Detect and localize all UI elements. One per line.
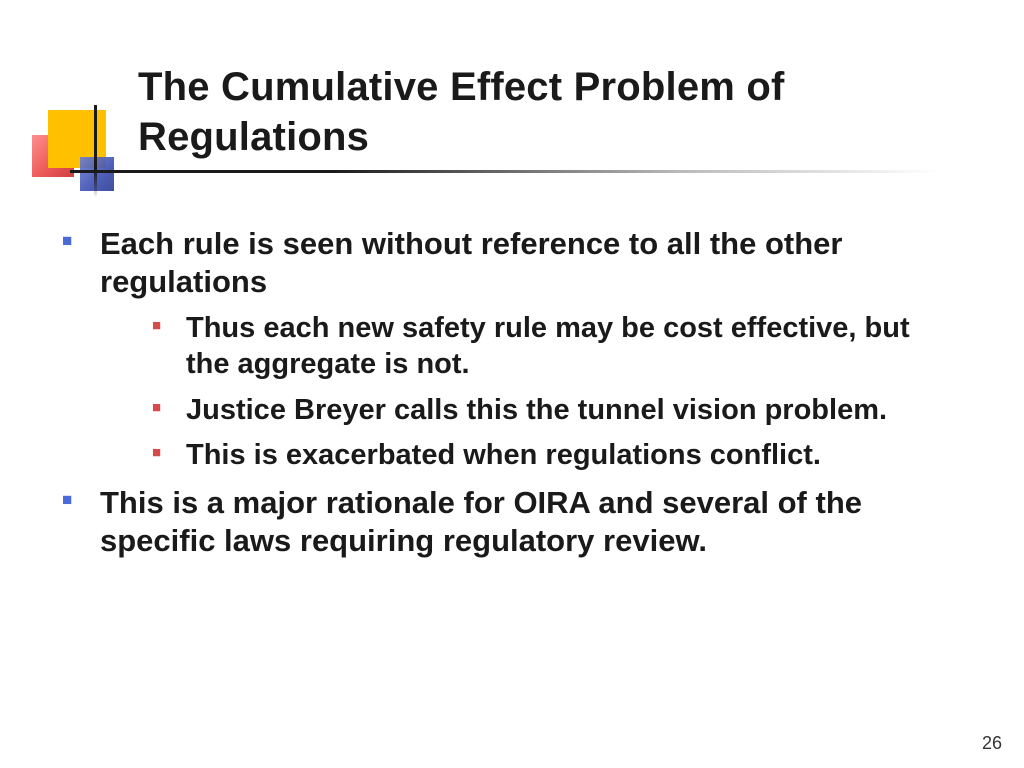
title-decoration: [0, 105, 120, 195]
bullet-text: Thus each new safety rule may be cost ef…: [186, 312, 910, 380]
deco-cross-vertical: [94, 105, 97, 197]
bullet-text: This is a major rationale for OIRA and s…: [100, 485, 862, 558]
bullet-text: This is exacerbated when regulations con…: [186, 439, 821, 471]
deco-square-red: [32, 135, 74, 177]
bullet-l2: Thus each new safety rule may be cost ef…: [152, 311, 952, 383]
slide-body: Each rule is seen without reference to a…: [62, 225, 952, 568]
title-underline: [70, 170, 940, 173]
deco-square-yellow: [48, 110, 106, 168]
bullet-l1: This is a major rationale for OIRA and s…: [62, 484, 952, 560]
slide-title: The Cumulative Effect Problem of Regulat…: [138, 62, 938, 162]
deco-square-blue: [80, 157, 114, 191]
bullet-l2: This is exacerbated when regulations con…: [152, 438, 952, 474]
bullet-text: Each rule is seen without reference to a…: [100, 226, 842, 299]
page-number: 26: [982, 733, 1002, 754]
bullet-text: Justice Breyer calls this the tunnel vis…: [186, 394, 887, 426]
bullet-l1: Each rule is seen without reference to a…: [62, 225, 952, 474]
bullet-l2: Justice Breyer calls this the tunnel vis…: [152, 393, 952, 429]
